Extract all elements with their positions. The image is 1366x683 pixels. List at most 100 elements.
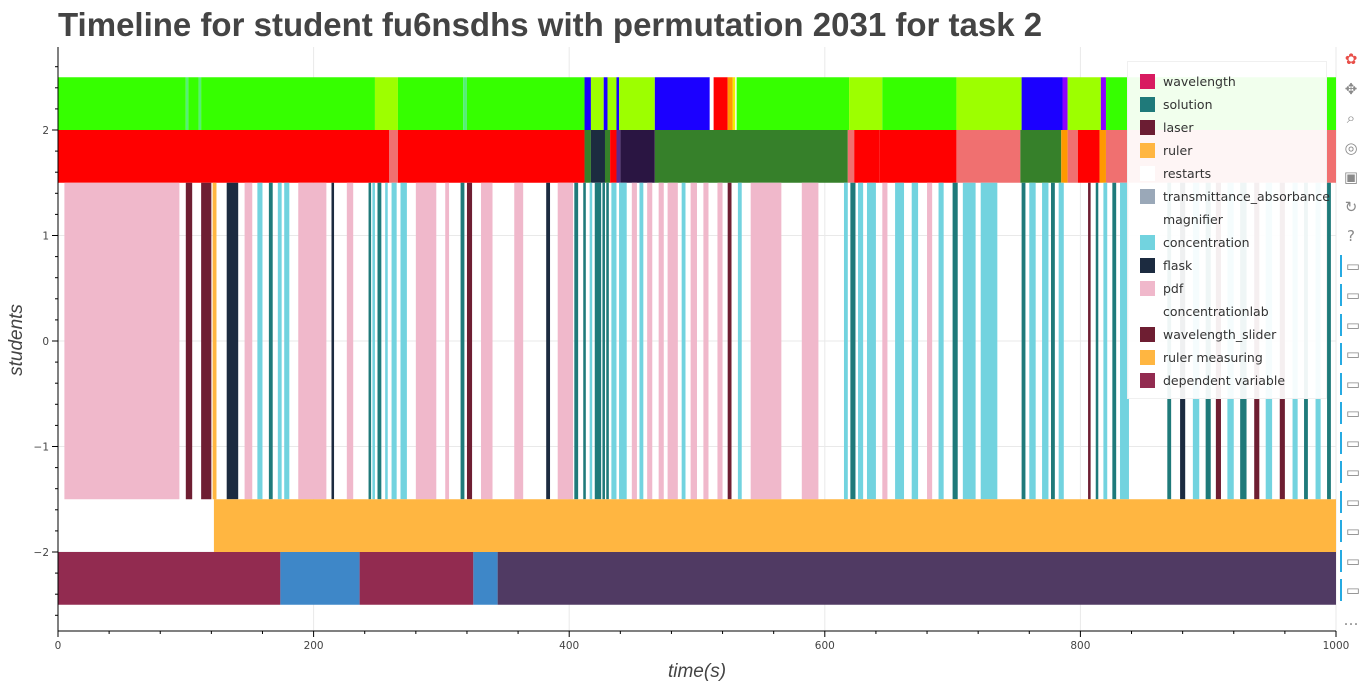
- timeline-segment: [1100, 77, 1106, 130]
- timeline-segment: [801, 182, 819, 500]
- timeline-segment: [619, 182, 627, 500]
- timeline-segment: [212, 182, 217, 500]
- hover-icon[interactable]: ▭: [1340, 254, 1364, 277]
- timeline-segment: [185, 182, 193, 500]
- timeline-segment: [938, 182, 944, 500]
- timeline-segment: [594, 182, 602, 500]
- reset-icon[interactable]: ↻: [1344, 197, 1358, 216]
- legend-item[interactable]: transmittance_absorbance: [1140, 186, 1330, 206]
- timeline-segment: [1042, 182, 1049, 500]
- timeline-segment: [346, 182, 354, 500]
- hover-icon[interactable]: ▭: [1340, 284, 1364, 306]
- x-tick-label: 600: [815, 640, 835, 652]
- legend-swatch: [1140, 211, 1155, 227]
- timeline-segment: [847, 130, 855, 183]
- timeline-segment: [956, 130, 1021, 183]
- more-icon[interactable]: …: [1343, 610, 1359, 629]
- timeline-segment: [359, 552, 474, 605]
- legend-item[interactable]: wavelength: [1140, 71, 1236, 91]
- timeline-segment: [727, 77, 733, 130]
- legend-label: laser: [1163, 119, 1194, 135]
- legend-item[interactable]: laser: [1140, 117, 1193, 137]
- timeline-segment: [185, 77, 189, 130]
- hover-icon[interactable]: ▭: [1340, 549, 1364, 572]
- legend-item[interactable]: restarts: [1140, 163, 1211, 183]
- timeline-segment: [879, 130, 957, 183]
- legend-label: dependent variable: [1163, 372, 1286, 388]
- timeline-segment: [284, 182, 290, 500]
- axes: 0 200 400 600 800 1000 −2 −1 0 1 2: [34, 47, 1349, 652]
- legend-label: restarts: [1163, 165, 1212, 181]
- legend-item[interactable]: magnifier: [1140, 209, 1223, 229]
- x-tick-label: 0: [55, 640, 62, 652]
- timeline-segment: [590, 77, 604, 130]
- legend-item[interactable]: concentration: [1140, 232, 1250, 252]
- timeline-segment: [514, 182, 524, 500]
- legend-item[interactable]: flask: [1140, 255, 1192, 275]
- timeline-segment: [854, 130, 880, 183]
- timeline-segment: [1120, 182, 1129, 500]
- box-zoom-icon[interactable]: ⌕: [1346, 109, 1356, 127]
- hover-icon[interactable]: ▭: [1340, 402, 1364, 424]
- timeline-segment: [654, 130, 848, 183]
- timeline-segment: [611, 182, 617, 500]
- help-icon[interactable]: ?: [1347, 227, 1355, 245]
- timeline-segment: [639, 182, 644, 500]
- timeline-segment: [466, 182, 473, 500]
- plot-toolbar: ✿ ✥ ⌕ ◎ ▣ ↻? ▭ ▭ ▭ ▭ ▭ ▭ ▭ ▭ ▭ ▭ ▭ ▭ …: [1336, 44, 1366, 644]
- legend-swatch: [1140, 280, 1155, 296]
- timeline-segment: [463, 77, 467, 130]
- hover-icon[interactable]: ▭: [1340, 490, 1364, 513]
- legend-item[interactable]: dependent variable: [1140, 370, 1285, 390]
- legend-swatch: [1140, 257, 1155, 273]
- legend-item[interactable]: concentrationlab: [1140, 301, 1269, 321]
- timeline-segment: [415, 182, 437, 500]
- timeline-segment: [188, 77, 199, 130]
- legend-item[interactable]: solution: [1140, 94, 1213, 114]
- timeline-segment: [1077, 130, 1100, 183]
- timeline-segment: [631, 182, 637, 500]
- legend-label: ruler: [1163, 142, 1193, 158]
- timeline-segment: [607, 77, 617, 130]
- legend-swatch: [1140, 73, 1155, 89]
- save-icon[interactable]: ▣: [1343, 168, 1359, 186]
- timeline-segment: [583, 182, 586, 500]
- bokeh-logo-icon[interactable]: ✿: [1344, 50, 1358, 68]
- timeline-segment: [616, 130, 621, 183]
- x-tick-label: 400: [559, 640, 579, 652]
- y-tick-label: 1: [42, 231, 49, 243]
- hover-icon[interactable]: ▭: [1340, 461, 1364, 483]
- legend-item[interactable]: pdf: [1140, 278, 1183, 298]
- timeline-segment: [658, 182, 664, 500]
- timeline-segment: [1051, 182, 1055, 500]
- hover-icon[interactable]: ▭: [1340, 431, 1364, 454]
- wheel-zoom-icon[interactable]: ◎: [1344, 138, 1358, 157]
- legend-swatch: [1140, 96, 1155, 112]
- legend-label: concentrationlab: [1163, 303, 1269, 319]
- timeline-segment: [466, 77, 585, 130]
- pan-icon[interactable]: ✥: [1344, 79, 1358, 98]
- legend-label: solution: [1163, 96, 1213, 112]
- legend-item[interactable]: ruler: [1140, 140, 1192, 160]
- timeline-segment: [589, 182, 593, 500]
- timeline-segment: [257, 182, 263, 500]
- timeline-segment: [1021, 182, 1026, 500]
- legend-item[interactable]: ruler measuring: [1140, 347, 1263, 367]
- hover-icon[interactable]: ▭: [1340, 520, 1364, 542]
- timeline-segment: [620, 130, 655, 183]
- hover-icon[interactable]: ▭: [1340, 343, 1364, 365]
- hover-icon[interactable]: ▭: [1340, 579, 1364, 601]
- hover-icon[interactable]: ▭: [1340, 313, 1364, 336]
- legend-item[interactable]: wavelength_slider: [1140, 324, 1276, 344]
- legend-label: ruler measuring: [1163, 349, 1263, 365]
- timeline-segment: [690, 182, 697, 500]
- timeline-segment: [610, 130, 617, 183]
- timeline-segment: [1029, 182, 1036, 500]
- timeline-segment: [1095, 182, 1099, 500]
- timeline-segment: [372, 182, 375, 500]
- timeline-segment: [1112, 182, 1117, 500]
- timeline-segment: [277, 182, 282, 500]
- legend-label: flask: [1163, 257, 1193, 273]
- timeline-segment: [389, 130, 398, 183]
- hover-icon[interactable]: ▭: [1340, 372, 1364, 395]
